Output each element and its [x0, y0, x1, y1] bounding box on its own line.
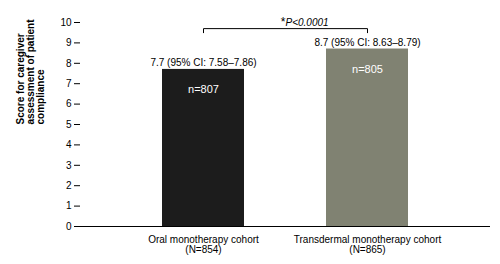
svg-text:7: 7 [66, 78, 72, 89]
svg-text:5: 5 [66, 119, 72, 130]
svg-text:Oral monotherapy cohort(N=854): Oral monotherapy cohort(N=854) [148, 234, 259, 255]
svg-text:Score for caregiverassessment: Score for caregiverassessment of patient… [15, 19, 46, 125]
svg-text:3: 3 [66, 160, 72, 171]
svg-text:8: 8 [66, 58, 72, 69]
svg-text:4: 4 [66, 139, 72, 150]
svg-text:6: 6 [66, 98, 72, 109]
svg-text:n=805: n=805 [352, 63, 383, 75]
svg-text:Transdermal monotherapy cohort: Transdermal monotherapy cohort(N=865) [294, 234, 442, 255]
svg-text:7.7 (95% CI: 7.58–7.86): 7.7 (95% CI: 7.58–7.86) [150, 57, 256, 68]
svg-text:8.7 (95% CI: 8.63–8.79): 8.7 (95% CI: 8.63–8.79) [314, 37, 420, 48]
svg-text:0: 0 [66, 221, 72, 232]
svg-text:10: 10 [60, 17, 72, 28]
svg-text:n=807: n=807 [188, 83, 219, 95]
svg-text:P<0.0001: P<0.0001 [286, 17, 329, 28]
svg-text:2: 2 [66, 180, 72, 191]
svg-text:1: 1 [66, 200, 72, 211]
svg-text:9: 9 [66, 37, 72, 48]
